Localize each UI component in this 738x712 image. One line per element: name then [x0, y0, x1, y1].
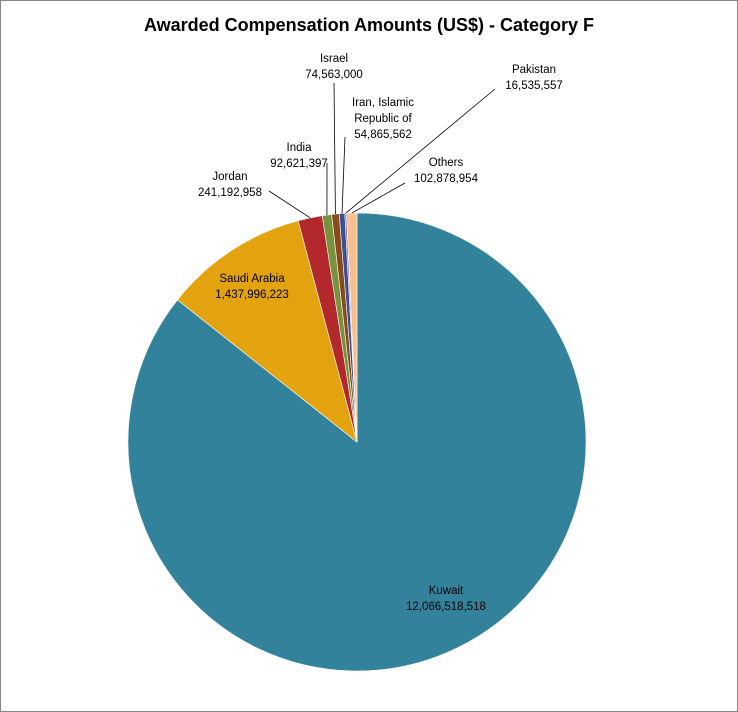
slice-label: Pakistan 16,535,557 — [491, 62, 577, 94]
value-label: 74,563,000 — [305, 69, 363, 81]
category-label: Israel — [319, 53, 349, 65]
slice-label: Others 102,878,954 — [401, 155, 491, 187]
slice-label: India 92,621,397 — [263, 140, 335, 172]
category-label: India — [286, 142, 312, 154]
category-label: Others — [428, 157, 464, 169]
value-label: 16,535,557 — [505, 80, 563, 92]
category-label: Jordan — [212, 171, 248, 183]
leader-line — [351, 182, 406, 214]
leader-line — [333, 82, 336, 215]
pie-slice — [177, 220, 358, 443]
leader-line — [268, 190, 311, 219]
value-label: 241,192,958 — [198, 187, 262, 199]
value-label: 1,437,996,223 — [215, 289, 289, 301]
slice-label: Israel 74,563,000 — [291, 51, 377, 83]
value-label: 54,865,562 — [354, 129, 412, 141]
value-label: 92,621,397 — [270, 158, 328, 170]
chart-title: Awarded Compensation Amounts (US$) - Cat… — [143, 15, 595, 35]
category-label: Pakistan — [511, 64, 557, 76]
category-label: Iran, Islamic Republic of — [352, 97, 414, 125]
slice-label: Saudi Arabia 1,437,996,223 — [197, 271, 307, 303]
value-label: 12,066,518,518 — [406, 601, 486, 613]
category-label: Kuwait — [428, 585, 464, 597]
slice-label: Kuwait 12,066,518,518 — [396, 583, 496, 615]
slice-label: Jordan 241,192,958 — [187, 169, 273, 201]
category-label: Saudi Arabia — [219, 273, 285, 285]
leader-line — [341, 136, 346, 214]
leader-line — [345, 88, 496, 214]
slice-label: Iran, Islamic Republic of 54,865,562 — [341, 95, 425, 143]
value-label: 102,878,954 — [414, 173, 478, 185]
